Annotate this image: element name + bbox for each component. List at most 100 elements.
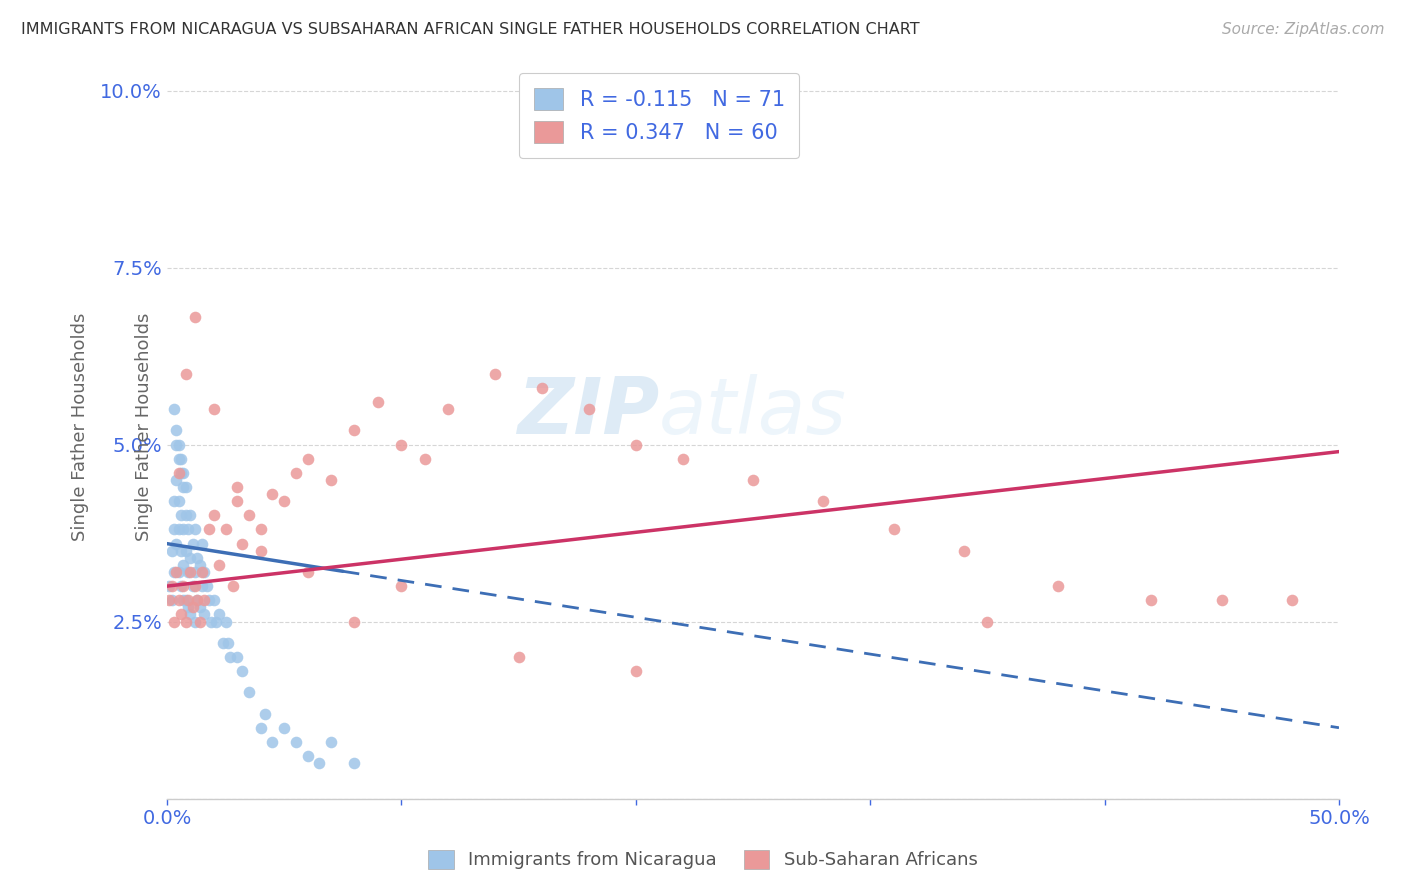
- Point: [174, 367, 197, 381]
- Text: atlas: atlas: [659, 374, 846, 450]
- Point: [165, 423, 187, 437]
- Point: [343, 423, 366, 437]
- Legend: Immigrants from Nicaragua, Sub-Saharan Africans: Immigrants from Nicaragua, Sub-Saharan A…: [419, 841, 987, 879]
- Point: [413, 451, 436, 466]
- Point: [297, 749, 319, 764]
- Point: [214, 523, 236, 537]
- Point: [184, 523, 207, 537]
- Point: [167, 466, 190, 480]
- Point: [163, 494, 186, 508]
- Y-axis label: Single Father Households: Single Father Households: [72, 312, 89, 541]
- Point: [624, 664, 647, 678]
- Point: [200, 615, 222, 629]
- Point: [249, 543, 271, 558]
- Point: [188, 558, 211, 572]
- Point: [813, 494, 835, 508]
- Point: [186, 550, 208, 565]
- Point: [174, 480, 197, 494]
- Point: [188, 600, 211, 615]
- Point: [343, 615, 366, 629]
- Point: [883, 523, 905, 537]
- Point: [184, 565, 207, 579]
- Point: [273, 494, 295, 508]
- Point: [170, 607, 193, 622]
- Point: [284, 735, 307, 749]
- Point: [167, 451, 190, 466]
- Point: [167, 565, 190, 579]
- Point: [284, 466, 307, 480]
- Point: [508, 649, 530, 664]
- Point: [174, 508, 197, 523]
- Point: [167, 494, 190, 508]
- Point: [214, 615, 236, 629]
- Point: [172, 558, 194, 572]
- Point: [254, 706, 277, 721]
- Point: [231, 664, 253, 678]
- Point: [437, 402, 460, 417]
- Point: [172, 523, 194, 537]
- Point: [157, 593, 180, 607]
- Point: [160, 593, 183, 607]
- Point: [179, 550, 201, 565]
- Point: [389, 579, 412, 593]
- Point: [172, 579, 194, 593]
- Point: [177, 565, 200, 579]
- Point: [172, 593, 194, 607]
- Point: [262, 735, 284, 749]
- Point: [1281, 593, 1303, 607]
- Point: [165, 536, 187, 550]
- Point: [157, 579, 180, 593]
- Point: [170, 466, 193, 480]
- Point: [262, 487, 284, 501]
- Point: [207, 558, 229, 572]
- Point: [186, 593, 208, 607]
- Point: [367, 395, 389, 409]
- Point: [184, 615, 207, 629]
- Point: [165, 565, 187, 579]
- Point: [273, 721, 295, 735]
- Point: [319, 735, 342, 749]
- Point: [484, 367, 506, 381]
- Point: [186, 593, 208, 607]
- Point: [188, 615, 211, 629]
- Point: [578, 402, 600, 417]
- Y-axis label: Single Father Households: Single Father Households: [135, 312, 153, 541]
- Point: [163, 523, 186, 537]
- Point: [319, 473, 342, 487]
- Point: [174, 593, 197, 607]
- Point: [226, 494, 249, 508]
- Point: [174, 543, 197, 558]
- Point: [389, 437, 412, 451]
- Point: [530, 381, 553, 395]
- Point: [170, 579, 193, 593]
- Point: [308, 756, 330, 771]
- Point: [181, 536, 204, 550]
- Point: [191, 579, 214, 593]
- Point: [742, 473, 765, 487]
- Point: [249, 721, 271, 735]
- Point: [343, 756, 366, 771]
- Point: [177, 593, 200, 607]
- Point: [160, 543, 183, 558]
- Point: [953, 543, 976, 558]
- Point: [172, 466, 194, 480]
- Point: [191, 536, 214, 550]
- Point: [238, 685, 260, 699]
- Point: [179, 565, 201, 579]
- Point: [249, 523, 271, 537]
- Point: [1046, 579, 1069, 593]
- Point: [179, 607, 201, 622]
- Point: [170, 543, 193, 558]
- Point: [167, 523, 190, 537]
- Point: [160, 579, 183, 593]
- Point: [297, 451, 319, 466]
- Point: [184, 310, 207, 324]
- Point: [167, 593, 190, 607]
- Point: [193, 593, 215, 607]
- Point: [1211, 593, 1233, 607]
- Point: [179, 508, 201, 523]
- Point: [177, 600, 200, 615]
- Point: [231, 536, 253, 550]
- Point: [174, 615, 197, 629]
- Legend: R = -0.115   N = 71, R = 0.347   N = 60: R = -0.115 N = 71, R = 0.347 N = 60: [519, 73, 799, 158]
